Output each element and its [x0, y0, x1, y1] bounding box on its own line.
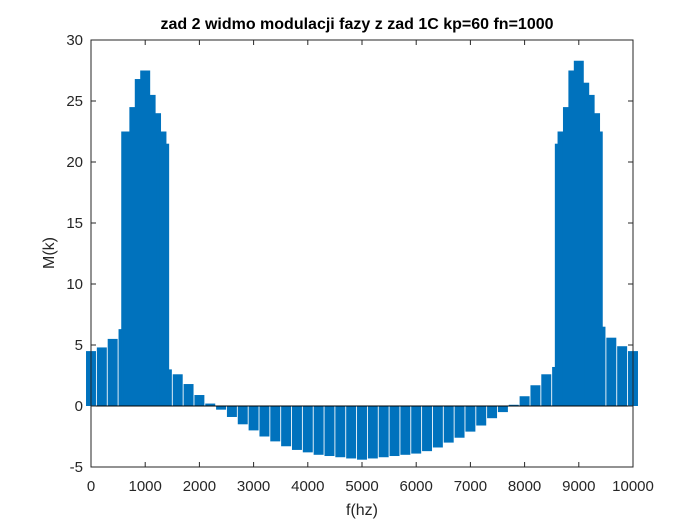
spectrum-bar — [530, 385, 541, 406]
x-axis-ticks: 0 1000 2000 3000 4000 5000 6000 7000 8000 9000 100… — [87, 40, 654, 495]
x-tick-label: 3000 — [237, 478, 270, 495]
x-tick-label: 1000 — [129, 478, 162, 495]
spectrum-bar — [422, 406, 433, 452]
x-tick-label: 7000 — [454, 478, 487, 495]
spectrum-bar — [432, 406, 443, 448]
x-tick-label: 0 — [87, 478, 95, 495]
spectrum-bar — [508, 404, 519, 406]
spectrum-bar — [205, 403, 216, 406]
spectrum-bar — [541, 374, 552, 406]
spectrum-bar — [183, 384, 194, 406]
y-tick-label: 30 — [66, 32, 83, 49]
spectrum-bar — [579, 82, 590, 406]
spectrum-bar — [96, 347, 107, 406]
spectrum-bar — [161, 369, 172, 406]
spectrum-bar — [324, 406, 335, 457]
spectrum-bar — [194, 395, 205, 406]
spectrum-bar — [226, 406, 237, 417]
spectrum-bar — [400, 406, 411, 455]
spectrum-bar — [606, 337, 617, 406]
spectrum-bar — [476, 406, 487, 426]
y-tick-label: 0 — [75, 398, 83, 415]
spectrum-bar — [129, 107, 140, 406]
spectrum-bar — [172, 374, 183, 406]
spectrum-bar — [159, 143, 170, 406]
spectrum-bar — [357, 406, 367, 460]
spectrum-bar — [584, 94, 595, 407]
chart-title: zad 2 widmo modulacji fazy z zad 1C kp=6… — [160, 16, 553, 33]
y-tick-label: -5 — [70, 459, 83, 476]
spectrum-bar — [302, 406, 313, 453]
x-axis-label: f(hz) — [346, 502, 378, 519]
spectrum-bar — [378, 406, 389, 458]
spectrum-bar — [592, 131, 603, 406]
y-tick-label: 15 — [66, 215, 83, 232]
spectrum-bar — [562, 107, 573, 406]
y-tick-label: 20 — [66, 154, 83, 171]
y-tick-label: 10 — [66, 276, 83, 293]
spectrum-bar — [346, 406, 357, 459]
y-tick-label: 25 — [66, 93, 83, 110]
spectrum-bar — [291, 406, 302, 450]
plot-area-background — [91, 40, 633, 467]
y-axis-ticks: -5 0 5 10 15 20 25 30 — [66, 32, 633, 476]
spectrum-bar — [568, 70, 579, 406]
spectrum-bar — [617, 346, 628, 406]
spectrum-bar — [487, 406, 498, 419]
spectrum-bar — [259, 406, 270, 437]
x-tick-label: 4000 — [291, 478, 324, 495]
spectrum-bar — [519, 396, 530, 406]
x-tick-label: 5000 — [345, 478, 378, 495]
spectrum-bar — [237, 406, 248, 425]
spectrum-bar — [411, 406, 422, 454]
spectrum-bar — [465, 406, 476, 432]
spectrum-bar — [454, 406, 465, 438]
spectrum-bar — [134, 79, 145, 406]
x-tick-label: 9000 — [562, 478, 595, 495]
spectrum-bar — [389, 406, 400, 457]
spectrum-bar — [216, 406, 227, 410]
spectrum-bar — [281, 406, 292, 447]
spectrum-bar — [248, 406, 259, 431]
spectrum-bar — [367, 406, 378, 459]
x-tick-label: 8000 — [508, 478, 541, 495]
spectrum-bar — [313, 406, 324, 455]
spectrum-bars — [86, 60, 638, 460]
spectrum-bar — [443, 406, 454, 443]
spectrum-bar — [107, 338, 118, 406]
y-axis-label: M(k) — [41, 237, 58, 269]
spectrum-bar — [123, 143, 134, 406]
spectrum-bar — [557, 131, 568, 406]
spectrum-bar — [145, 94, 156, 407]
y-tick-label: 5 — [75, 337, 83, 354]
spectrum-bar — [140, 70, 151, 406]
x-tick-label: 2000 — [183, 478, 216, 495]
spectrum-bar — [595, 326, 606, 406]
spectrum-bar — [573, 60, 584, 407]
spectrum-bar — [497, 406, 508, 413]
spectrum-bar — [151, 113, 162, 406]
spectrum-bar — [270, 406, 281, 442]
x-tick-label: 6000 — [400, 478, 433, 495]
spectrum-bar — [335, 406, 346, 458]
x-tick-label: 10000 — [612, 478, 654, 495]
